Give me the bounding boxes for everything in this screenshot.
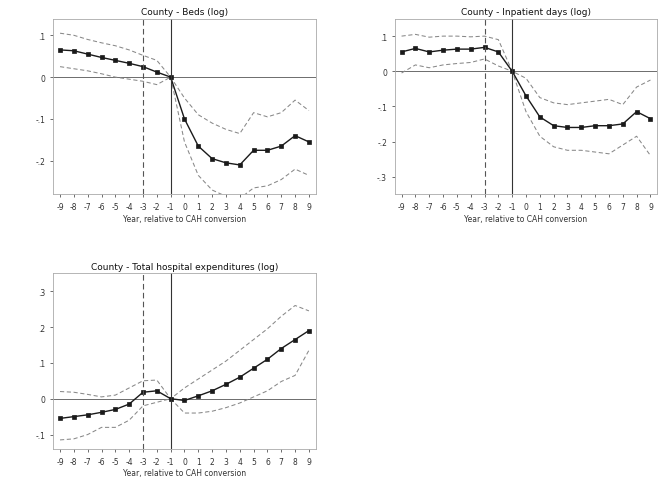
X-axis label: Year, relative to CAH conversion: Year, relative to CAH conversion: [123, 468, 246, 477]
X-axis label: Year, relative to CAH conversion: Year, relative to CAH conversion: [123, 214, 246, 223]
X-axis label: Year, relative to CAH conversion: Year, relative to CAH conversion: [464, 214, 588, 223]
Title: County - Inpatient days (log): County - Inpatient days (log): [461, 8, 591, 18]
Title: County - Beds (log): County - Beds (log): [141, 8, 228, 18]
Title: County - Total hospital expenditures (log): County - Total hospital expenditures (lo…: [91, 263, 278, 271]
